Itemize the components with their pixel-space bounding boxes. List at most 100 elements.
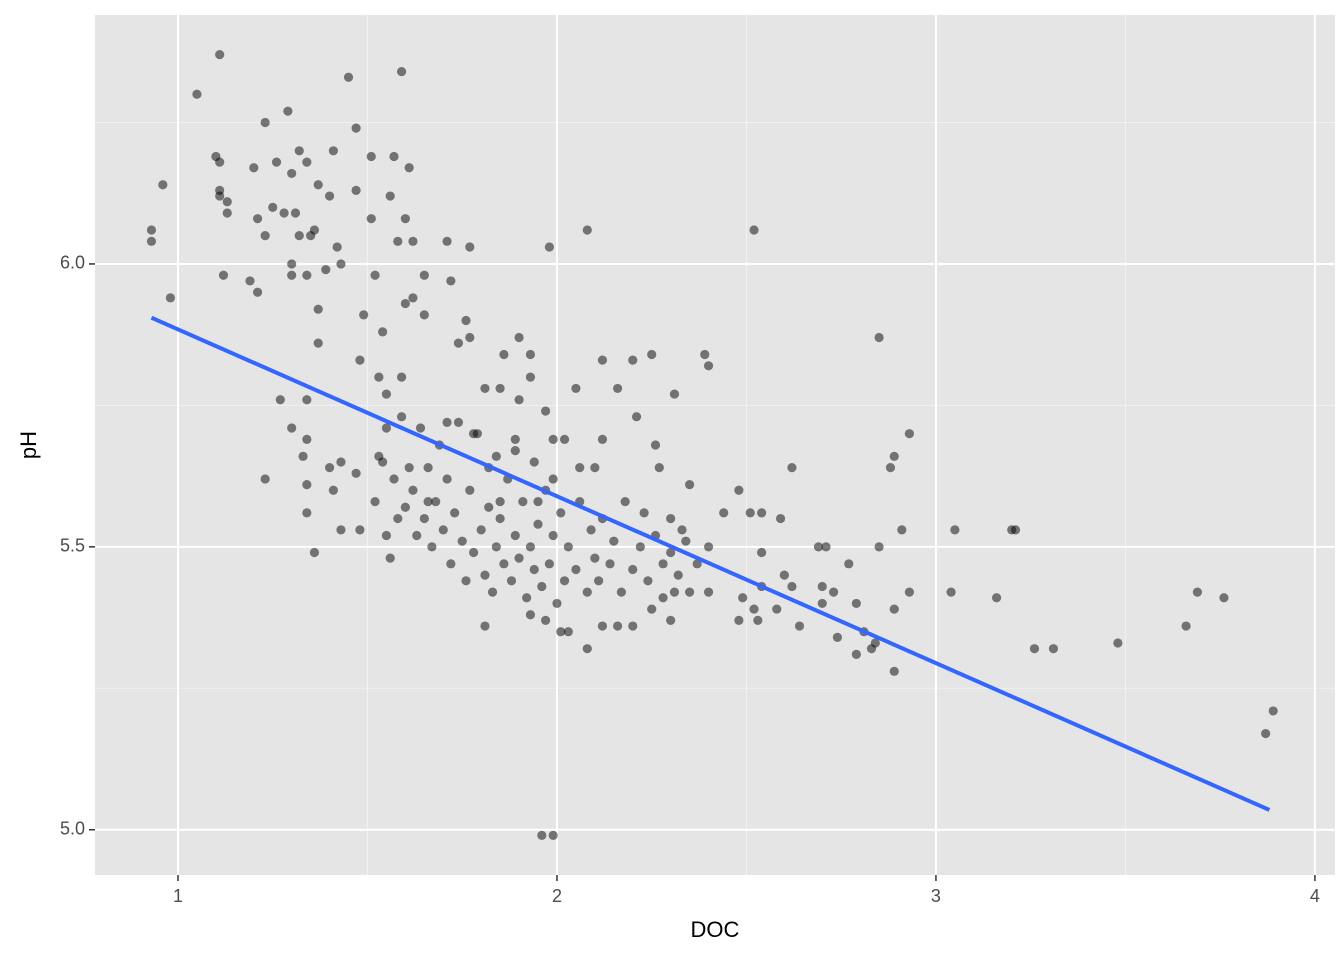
data-point xyxy=(222,197,232,207)
data-point xyxy=(1029,644,1040,654)
data-point xyxy=(260,474,270,484)
data-point xyxy=(639,508,649,518)
data-point xyxy=(465,332,475,343)
data-point xyxy=(571,383,581,394)
data-point xyxy=(1219,593,1229,603)
data-point xyxy=(480,621,490,631)
data-point xyxy=(408,485,418,495)
data-point xyxy=(1261,728,1271,739)
data-point xyxy=(1181,621,1191,631)
data-point xyxy=(677,525,687,535)
data-point xyxy=(556,508,566,518)
data-point xyxy=(540,615,551,625)
data-point xyxy=(889,666,899,676)
data-point xyxy=(252,214,263,224)
data-point xyxy=(158,180,168,190)
data-point xyxy=(499,349,509,360)
data-point xyxy=(510,434,520,444)
data-point xyxy=(874,332,884,343)
data-point xyxy=(324,191,335,201)
data-point xyxy=(294,231,304,241)
data-point xyxy=(412,530,422,541)
data-point xyxy=(355,355,365,365)
data-point xyxy=(817,598,827,609)
data-point xyxy=(446,559,456,569)
data-point xyxy=(487,587,498,597)
data-point xyxy=(287,270,297,280)
data-point xyxy=(336,259,346,269)
data-point xyxy=(950,525,960,535)
data-point xyxy=(404,163,414,173)
data-point xyxy=(468,547,479,558)
data-point xyxy=(336,525,346,535)
data-point xyxy=(605,559,615,569)
data-point xyxy=(787,463,797,473)
data-point xyxy=(522,593,532,603)
data-point xyxy=(609,536,619,546)
data-point xyxy=(734,615,744,625)
x-tick-label: 2 xyxy=(552,886,562,906)
data-point xyxy=(287,168,297,179)
data-point xyxy=(946,587,956,597)
data-point xyxy=(442,236,452,246)
data-point xyxy=(889,451,899,461)
data-point xyxy=(533,519,543,529)
data-point xyxy=(453,417,464,427)
data-point xyxy=(582,644,592,654)
data-point xyxy=(620,496,630,507)
data-point xyxy=(537,830,547,840)
data-point xyxy=(442,417,452,427)
data-point xyxy=(628,355,638,365)
data-point xyxy=(514,332,524,343)
data-point xyxy=(590,463,600,473)
data-point xyxy=(897,525,907,535)
data-point xyxy=(484,502,494,512)
data-point xyxy=(313,338,323,348)
data-point xyxy=(351,185,361,195)
x-tick-label: 1 xyxy=(173,886,183,906)
data-point xyxy=(1268,706,1278,716)
y-axis-title: pH xyxy=(16,431,41,459)
data-point xyxy=(666,547,676,558)
data-point xyxy=(552,598,562,609)
data-point xyxy=(540,406,551,416)
data-point xyxy=(215,191,225,201)
data-point xyxy=(703,361,714,371)
data-point xyxy=(366,151,376,162)
data-point xyxy=(851,598,861,609)
data-point xyxy=(302,270,312,280)
data-point xyxy=(389,474,399,484)
data-point xyxy=(749,225,759,235)
data-point xyxy=(666,513,676,524)
x-tick-label: 4 xyxy=(1310,886,1320,906)
data-point xyxy=(571,564,581,575)
data-point xyxy=(271,157,282,167)
data-point xyxy=(446,276,456,286)
data-point xyxy=(400,214,410,224)
data-point xyxy=(495,383,505,394)
data-point xyxy=(635,542,645,552)
data-point xyxy=(370,270,380,280)
data-point xyxy=(628,564,638,575)
data-point xyxy=(821,542,831,552)
data-point xyxy=(582,587,592,597)
data-point xyxy=(643,576,653,586)
data-point xyxy=(548,530,558,541)
data-point xyxy=(537,581,547,592)
data-point xyxy=(389,151,399,162)
data-point xyxy=(404,463,414,473)
data-point xyxy=(332,242,342,252)
data-point xyxy=(590,553,600,563)
data-point xyxy=(260,117,270,128)
data-point xyxy=(844,559,854,569)
data-point xyxy=(829,587,839,597)
data-point xyxy=(514,553,524,563)
data-point xyxy=(313,304,323,314)
data-point xyxy=(499,559,509,569)
data-point xyxy=(283,106,293,116)
data-point xyxy=(544,559,554,569)
data-point xyxy=(719,508,729,518)
data-point xyxy=(495,513,505,524)
data-point xyxy=(529,564,539,575)
